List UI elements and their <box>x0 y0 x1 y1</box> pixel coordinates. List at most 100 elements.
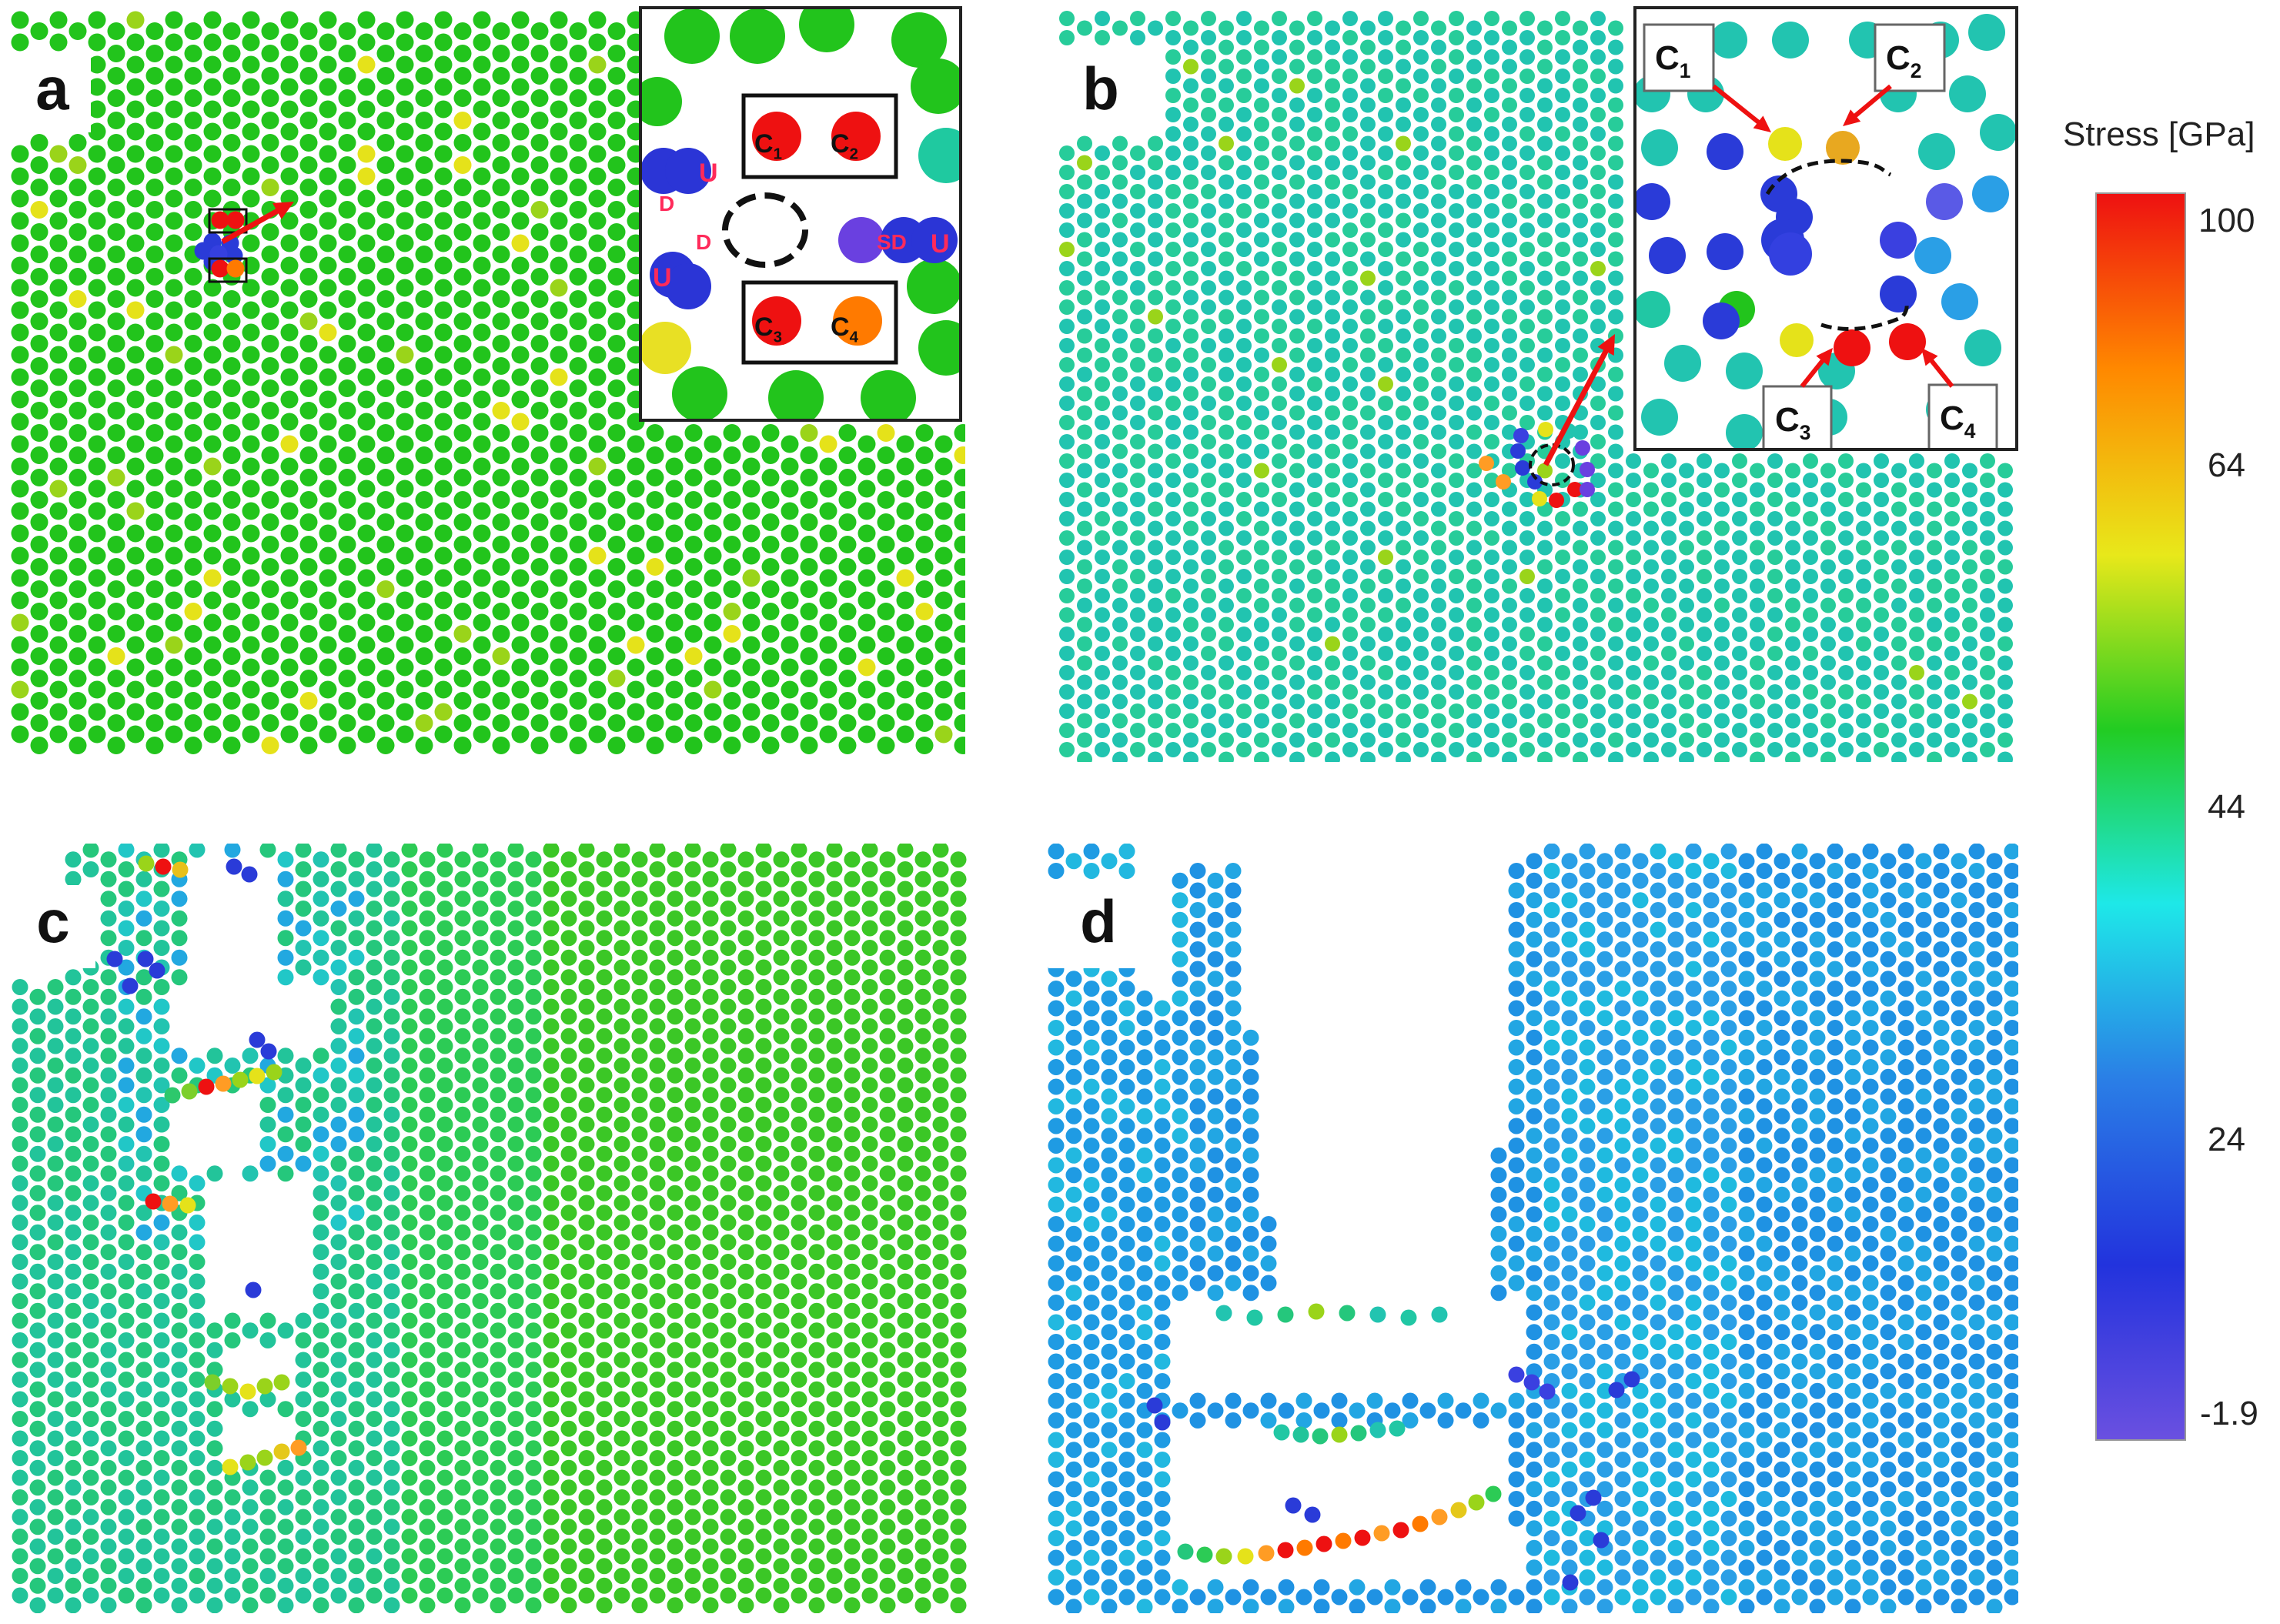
lattice-atom <box>222 603 241 620</box>
lattice-atom <box>1183 193 1199 209</box>
lattice-atom <box>702 988 719 1005</box>
lattice-atom <box>1838 607 1854 623</box>
lattice-atom <box>1431 520 1446 536</box>
lattice-atom <box>649 1312 666 1329</box>
lattice-atom <box>12 1391 28 1408</box>
lattice-atom <box>1767 473 1783 488</box>
lattice-atom <box>932 1195 949 1211</box>
lattice-atom <box>330 1430 347 1447</box>
lattice-atom <box>434 55 453 74</box>
pointer-c3 <box>1800 348 1833 388</box>
lattice-atom <box>415 647 433 665</box>
lattice-atom <box>861 1352 878 1368</box>
lattice-atom <box>826 1018 843 1034</box>
lattice-atom <box>295 1312 312 1329</box>
lattice-atom <box>348 1322 365 1339</box>
lattice-atom <box>401 881 418 897</box>
lattice-atom <box>897 1332 914 1348</box>
lattice-atom <box>702 1244 719 1261</box>
lattice-atom <box>791 1587 807 1604</box>
lattice-atom <box>915 513 934 531</box>
lattice-atom <box>1573 520 1588 536</box>
lattice-atom <box>861 881 878 897</box>
defect-box-top <box>208 208 248 234</box>
lattice-atom <box>12 1136 28 1152</box>
chain-atom <box>239 1383 256 1400</box>
lattice-atom <box>330 1529 347 1545</box>
lattice-atom <box>135 1597 152 1613</box>
lattice-atom <box>348 1440 365 1457</box>
lattice-atom <box>1342 126 1358 142</box>
lattice-atom <box>490 1244 506 1261</box>
lattice-atom <box>1431 193 1446 209</box>
lattice-atom <box>1608 174 1623 190</box>
lattice-atom <box>723 714 741 732</box>
lattice-atom <box>338 491 356 509</box>
lattice-atom <box>665 457 684 476</box>
lattice-atom <box>453 603 472 620</box>
lattice-atom <box>808 1126 825 1143</box>
lattice-atom <box>1148 655 1163 671</box>
lattice-atom <box>492 67 510 85</box>
lattice-atom <box>1643 693 1659 710</box>
lattice-atom <box>723 625 741 643</box>
lattice-atom <box>1219 58 1234 75</box>
lattice-atom <box>543 1430 560 1447</box>
lattice-atom <box>1272 607 1287 623</box>
lattice-atom <box>1059 184 1075 199</box>
lattice-atom <box>453 692 472 710</box>
lattice-atom <box>88 680 106 699</box>
lattice-atom <box>490 1401 506 1418</box>
lattice-atom <box>29 1440 46 1457</box>
lattice-atom <box>153 1234 170 1251</box>
lattice-atom <box>914 1244 931 1261</box>
lattice-atom <box>607 357 626 375</box>
lattice-atom <box>1519 184 1535 199</box>
lattice-atom <box>145 89 164 107</box>
lattice-atom <box>1307 607 1322 623</box>
lattice-atom <box>1130 530 1145 546</box>
lattice-atom <box>1095 588 1110 603</box>
lattice-atom <box>1396 693 1411 710</box>
inset-atom <box>752 296 801 346</box>
lattice-atom <box>631 910 648 927</box>
lattice-atom <box>472 1568 489 1584</box>
lattice-atom <box>357 11 376 29</box>
lattice-atom <box>954 536 965 553</box>
lattice-atom <box>1059 299 1075 315</box>
lattice-atom <box>543 1568 560 1584</box>
lattice-atom <box>1378 396 1393 411</box>
lattice-atom <box>107 335 125 353</box>
lattice-atom <box>1272 30 1287 45</box>
lattice-atom <box>1272 165 1287 180</box>
inset-b-box-c1 <box>1643 23 1715 92</box>
lattice-atom <box>203 502 222 520</box>
lattice-atom <box>376 714 395 732</box>
lattice-atom <box>1307 396 1322 411</box>
lattice-atom <box>1396 559 1411 575</box>
lattice-atom <box>1413 88 1429 103</box>
lattice-atom <box>800 625 818 643</box>
lattice-atom <box>844 1185 861 1201</box>
lattice-atom <box>1077 540 1092 556</box>
lattice-atom <box>507 1116 524 1133</box>
lattice-atom <box>1573 732 1588 748</box>
lattice-atom <box>950 1322 967 1339</box>
lattice-atom <box>1555 723 1570 738</box>
lattice-atom <box>436 1430 453 1447</box>
lattice-atom <box>525 870 542 887</box>
lattice-atom <box>280 368 299 386</box>
lattice-atom <box>366 1234 383 1251</box>
lattice-atom <box>1201 492 1216 507</box>
lattice-atom <box>1413 126 1429 142</box>
lattice-atom <box>1573 578 1588 594</box>
lattice-atom <box>1980 588 1995 603</box>
inset-atom <box>907 259 959 314</box>
lattice-atom <box>1803 511 1818 526</box>
lattice-atom <box>1555 107 1570 122</box>
lattice-atom <box>588 212 607 230</box>
lattice-atom <box>1449 357 1464 373</box>
lattice-atom <box>530 536 549 553</box>
lattice-atom <box>720 1372 737 1388</box>
lattice-atom <box>454 851 471 868</box>
